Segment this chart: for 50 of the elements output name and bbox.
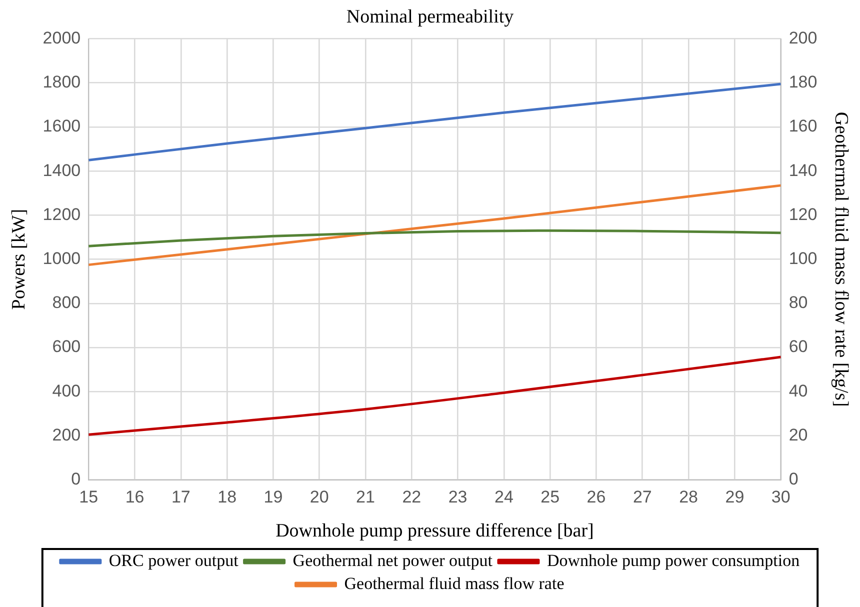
x-axis-title: Downhole pump pressure difference [bar]	[276, 520, 594, 542]
y-tick-label: 1400	[42, 160, 81, 180]
x-tick-label: 28	[679, 488, 698, 507]
y2-tick-label: 120	[788, 204, 818, 224]
y2-tick-label: 200	[788, 28, 818, 48]
y-tick-label: 400	[52, 381, 81, 400]
y2-tick-label: 160	[788, 116, 818, 136]
y2-tick-label: 180	[788, 72, 818, 92]
x-tick-label: 30	[771, 488, 790, 507]
y2-tick-label: 80	[788, 293, 808, 312]
x-tick-label: 29	[725, 488, 744, 507]
x-tick-label: 15	[79, 488, 98, 507]
y2-tick-label: 60	[788, 337, 808, 356]
x-tick-label: 27	[632, 488, 652, 507]
x-tick-label: 24	[494, 488, 514, 507]
y-tick-label: 200	[52, 425, 81, 444]
y-tick-label: 800	[52, 293, 81, 312]
line-series	[88, 82, 781, 162]
x-tick-label: 25	[540, 488, 560, 507]
y2-tick-label: 40	[788, 381, 808, 400]
x-tick-label: 26	[586, 488, 606, 507]
x-tick-label: 23	[448, 488, 468, 507]
y2-tick-label: 20	[788, 425, 808, 444]
x-tick-label: 22	[402, 488, 422, 507]
y-tick-label: 1600	[42, 116, 81, 136]
chart-title: Nominal permeability	[346, 6, 514, 28]
x-tick-label: 16	[125, 488, 144, 507]
x-tick-label: 20	[310, 488, 329, 507]
y-tick-label: 600	[52, 337, 81, 356]
y-tick-label: 2000	[42, 28, 81, 48]
legend-label: ORC power output	[108, 550, 239, 570]
y2-tick-label: 100	[788, 248, 818, 268]
y-tick-label: 1800	[42, 72, 81, 92]
legend-label: Geothermal net power output	[292, 550, 493, 570]
y-axis-title: Powers [kW]	[8, 208, 30, 310]
x-tick-label: 21	[356, 488, 375, 507]
y-tick-label: 1000	[42, 248, 81, 268]
y2-tick-label: 140	[788, 160, 818, 180]
line-series	[88, 356, 781, 436]
x-tick-label: 17	[171, 488, 190, 507]
y2-tick-label: 0	[788, 469, 798, 488]
line-series	[88, 184, 781, 266]
legend-label: Downhole pump power consumption	[546, 550, 800, 570]
x-tick-label: 18	[218, 488, 237, 507]
y2-axis-title: Geothermal fluid mass flow rate [kg/s]	[830, 112, 852, 407]
y-tick-label: 1200	[42, 204, 81, 224]
x-tick-label: 19	[264, 488, 283, 507]
legend-label: Geothermal fluid mass flow rate	[344, 574, 564, 593]
y-tick-label: 0	[71, 469, 81, 488]
line-series	[88, 229, 781, 248]
